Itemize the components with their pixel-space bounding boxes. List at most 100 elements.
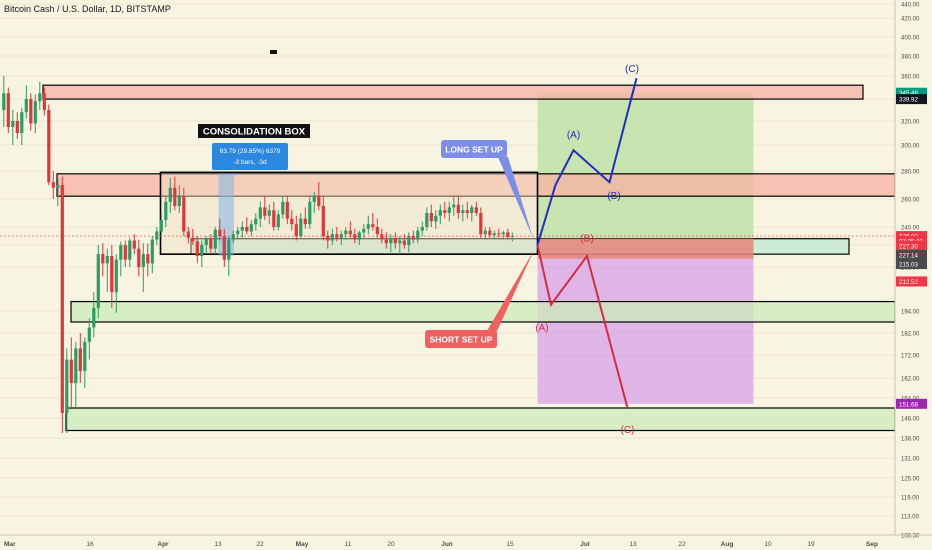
- measure-range: [218, 173, 234, 256]
- candle: [267, 210, 271, 216]
- time-tick: Mar: [4, 541, 16, 548]
- long-position-zone: [537, 92, 754, 245]
- candle: [371, 224, 375, 227]
- consolidation-title: CONSOLIDATION BOX: [203, 127, 306, 138]
- candle: [407, 236, 411, 245]
- candle: [276, 214, 280, 227]
- price-label-bg: [896, 398, 927, 409]
- time-tick: 13: [629, 541, 637, 548]
- long-setup-label: LONG SET UP: [445, 145, 503, 155]
- candle: [69, 359, 73, 383]
- candle: [488, 230, 492, 236]
- candle: [119, 245, 123, 260]
- candle: [164, 201, 168, 220]
- wave-label-short: (B): [580, 233, 593, 244]
- candle: [227, 239, 231, 260]
- candle: [150, 239, 154, 264]
- candle: [137, 248, 141, 267]
- candle: [416, 230, 420, 240]
- candle: [420, 227, 424, 231]
- candle: [384, 239, 388, 244]
- short-setup-label: SHORT SET UP: [430, 335, 493, 345]
- candle: [344, 230, 348, 235]
- candle: [294, 224, 298, 236]
- candle: [123, 245, 127, 260]
- price-tick: 400.00: [901, 36, 920, 42]
- candle: [159, 220, 163, 232]
- candle: [353, 234, 357, 240]
- candle: [155, 231, 159, 240]
- short-label-bg: [425, 330, 497, 348]
- candle: [411, 236, 415, 240]
- price-tick: 138.00: [901, 437, 920, 443]
- price-label-bg: [896, 259, 927, 270]
- candle: [321, 206, 325, 236]
- time-tick: 19: [807, 541, 815, 548]
- candle: [303, 218, 307, 225]
- measure-line1: 63.79 (29.85%) 6379: [220, 148, 281, 155]
- candle: [213, 229, 217, 249]
- candle: [366, 224, 370, 229]
- candle: [510, 236, 514, 238]
- marker: [270, 50, 277, 54]
- candle: [29, 99, 33, 124]
- candle: [56, 185, 60, 188]
- price-tick: 300.00: [901, 144, 920, 150]
- measure-label-bg: [212, 143, 288, 170]
- candle: [209, 238, 213, 249]
- time-tick: May: [296, 541, 309, 548]
- candle: [357, 232, 361, 240]
- candle: [204, 238, 208, 245]
- candle: [146, 254, 150, 264]
- candle: [317, 196, 321, 206]
- symbol-title: Bitcoin Cash / U.S. Dollar, 1D, BITSTAMP: [4, 4, 171, 14]
- candle: [326, 236, 330, 241]
- candle: [425, 213, 429, 227]
- time-tick: Jun: [441, 541, 453, 548]
- price-label-bg: [896, 276, 927, 287]
- price-tick: 172.00: [901, 354, 920, 360]
- candle: [101, 254, 105, 264]
- candle: [285, 201, 289, 219]
- candle: [132, 240, 136, 249]
- price-tick: 440.00: [901, 3, 920, 9]
- price-label: 227.30: [899, 243, 918, 250]
- candle: [456, 204, 460, 213]
- candle: [24, 99, 28, 113]
- candle: [465, 210, 469, 213]
- stop-overlay: [537, 238, 754, 259]
- candle: [38, 93, 42, 102]
- price-tick: 108.30: [901, 534, 920, 540]
- price-label-bg: [896, 94, 927, 105]
- time-tick: 20: [387, 541, 395, 548]
- candle: [245, 227, 249, 232]
- candle: [501, 232, 505, 235]
- time-tick: Jul: [580, 541, 590, 548]
- candle: [168, 187, 172, 202]
- candle: [218, 229, 222, 236]
- candle: [263, 207, 267, 216]
- candle: [20, 112, 24, 133]
- candle: [375, 227, 379, 235]
- price-tick: 260.00: [901, 198, 920, 204]
- resistance-zone-top: [42, 84, 864, 100]
- support-zone-146: [65, 407, 896, 432]
- time-tick: 22: [678, 541, 686, 548]
- time-tick: 16: [86, 541, 94, 548]
- candle: [191, 237, 195, 242]
- candle: [362, 228, 366, 233]
- candle: [236, 230, 240, 235]
- candle: [110, 256, 114, 293]
- price-tick: 380.00: [901, 55, 920, 61]
- candle: [231, 234, 235, 240]
- candle: [87, 327, 91, 342]
- candle: [105, 256, 109, 264]
- measure-line2: -3 bars, -3d: [233, 159, 267, 166]
- wave-label-short: (A): [535, 323, 548, 334]
- candle: [348, 230, 352, 235]
- candle: [254, 218, 258, 225]
- candle: [434, 215, 438, 222]
- candle: [272, 210, 276, 227]
- long-wave-path: [536, 78, 638, 246]
